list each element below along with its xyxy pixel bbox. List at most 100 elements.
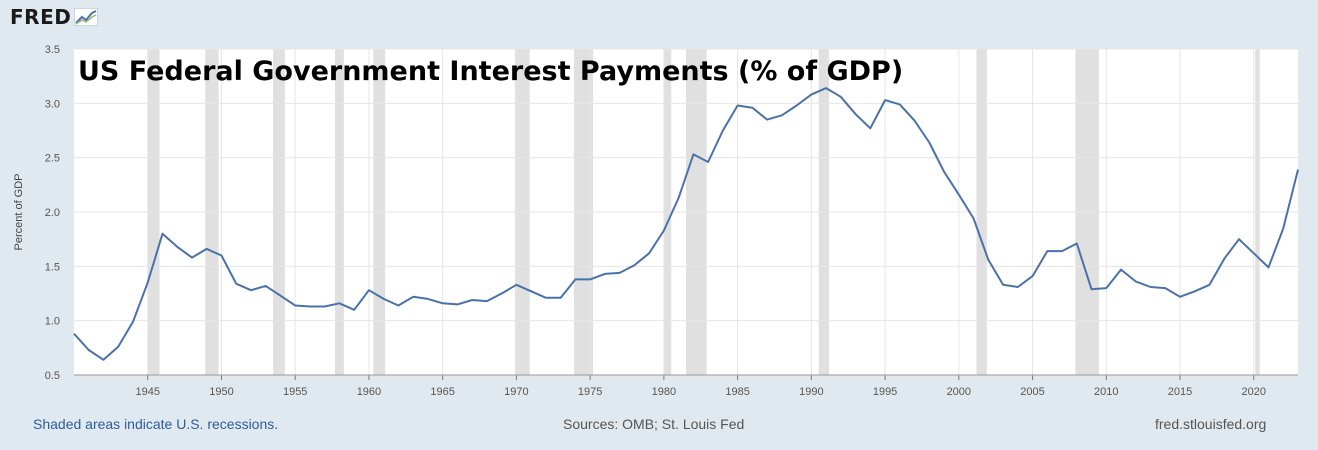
data-point bbox=[486, 300, 488, 302]
data-point bbox=[1238, 238, 1240, 240]
data-point bbox=[338, 302, 340, 304]
data-point bbox=[973, 218, 975, 220]
data-point bbox=[176, 246, 178, 248]
data-point bbox=[368, 289, 370, 291]
data-point bbox=[619, 272, 621, 274]
data-point bbox=[117, 346, 119, 348]
x-tick-label: 2005 bbox=[1020, 386, 1044, 398]
data-point bbox=[530, 290, 532, 292]
data-point bbox=[1282, 227, 1284, 229]
sources-text: Sources: OMB; St. Louis Fed bbox=[563, 416, 745, 432]
y-axis-label: Percent of GDP bbox=[13, 173, 25, 250]
data-point bbox=[707, 161, 709, 163]
data-point bbox=[471, 299, 473, 301]
data-point bbox=[560, 297, 562, 299]
data-point bbox=[515, 284, 517, 286]
data-point bbox=[855, 113, 857, 115]
data-point bbox=[353, 309, 355, 311]
data-point bbox=[1061, 250, 1063, 252]
y-tick-label: 1.0 bbox=[45, 316, 60, 328]
data-point bbox=[1120, 269, 1122, 271]
x-tick-label: 1960 bbox=[357, 386, 381, 398]
x-tick-label: 1990 bbox=[799, 386, 823, 398]
data-point bbox=[73, 333, 75, 335]
data-point bbox=[324, 306, 326, 308]
chart-line-icon bbox=[74, 8, 99, 26]
fred-logo[interactable]: FRED bbox=[10, 5, 99, 29]
data-point bbox=[1135, 281, 1137, 283]
data-point bbox=[1194, 290, 1196, 292]
data-point bbox=[1164, 287, 1166, 289]
data-point bbox=[412, 296, 414, 298]
y-tick-label: 3.0 bbox=[45, 98, 60, 110]
data-point bbox=[825, 87, 827, 89]
data-point bbox=[265, 285, 267, 287]
fred-logo-text: FRED bbox=[10, 5, 72, 29]
data-point bbox=[987, 259, 989, 261]
data-point bbox=[250, 289, 252, 291]
data-point bbox=[796, 105, 798, 107]
data-point bbox=[663, 229, 665, 231]
x-tick-label: 2020 bbox=[1242, 386, 1266, 398]
x-tick-label: 2010 bbox=[1094, 386, 1118, 398]
data-point bbox=[294, 304, 296, 306]
data-point bbox=[1209, 284, 1211, 286]
data-point bbox=[928, 141, 930, 143]
x-tick-label: 1965 bbox=[430, 386, 454, 398]
data-point bbox=[810, 94, 812, 96]
data-point bbox=[1223, 258, 1225, 260]
y-tick-label: 0.5 bbox=[45, 370, 60, 382]
data-point bbox=[383, 298, 385, 300]
data-point bbox=[914, 120, 916, 122]
x-tick-label: 1950 bbox=[209, 386, 233, 398]
chart-title: US Federal Government Interest Payments … bbox=[78, 56, 904, 87]
data-point bbox=[132, 321, 134, 323]
data-point bbox=[1091, 288, 1093, 290]
data-point bbox=[1032, 275, 1034, 277]
series-line bbox=[73, 87, 1299, 361]
data-point bbox=[899, 103, 901, 105]
data-point bbox=[1017, 286, 1019, 288]
data-point bbox=[678, 197, 680, 199]
x-tick-label: 1985 bbox=[725, 386, 749, 398]
y-tick-label: 2.0 bbox=[45, 207, 60, 219]
data-point bbox=[545, 297, 547, 299]
data-point bbox=[501, 293, 503, 295]
data-point bbox=[309, 306, 311, 308]
data-point bbox=[648, 252, 650, 254]
x-tick-label: 1980 bbox=[652, 386, 676, 398]
x-tick-label: 1995 bbox=[873, 386, 897, 398]
data-point bbox=[1253, 252, 1255, 254]
data-point bbox=[279, 295, 281, 297]
data-point bbox=[1105, 287, 1107, 289]
data-point bbox=[840, 96, 842, 98]
data-point bbox=[737, 105, 739, 107]
data-point bbox=[191, 257, 193, 259]
site-link[interactable]: fred.stlouisfed.org bbox=[1155, 416, 1267, 432]
data-point bbox=[427, 298, 429, 300]
recession-note-link[interactable]: Shaded areas indicate U.S. recessions. bbox=[33, 416, 279, 432]
data-point bbox=[781, 114, 783, 116]
data-point bbox=[633, 264, 635, 266]
data-point bbox=[943, 171, 945, 173]
data-point bbox=[589, 278, 591, 280]
data-point bbox=[1046, 250, 1048, 252]
data-point bbox=[1268, 266, 1270, 268]
data-point bbox=[574, 278, 576, 280]
data-point bbox=[102, 359, 104, 361]
data-point bbox=[1002, 284, 1004, 286]
data-point bbox=[884, 99, 886, 101]
y-tick-label: 1.5 bbox=[45, 261, 60, 273]
data-point bbox=[88, 349, 90, 351]
x-tick-label: 1955 bbox=[283, 386, 307, 398]
x-tick-label: 2015 bbox=[1168, 386, 1192, 398]
x-tick-label: 1945 bbox=[135, 386, 159, 398]
data-point bbox=[147, 282, 149, 284]
x-tick-label: 1975 bbox=[578, 386, 602, 398]
data-point bbox=[456, 303, 458, 305]
data-point bbox=[235, 283, 237, 285]
data-point bbox=[722, 130, 724, 132]
x-tick-label: 1970 bbox=[504, 386, 528, 398]
data-point bbox=[1076, 243, 1078, 245]
